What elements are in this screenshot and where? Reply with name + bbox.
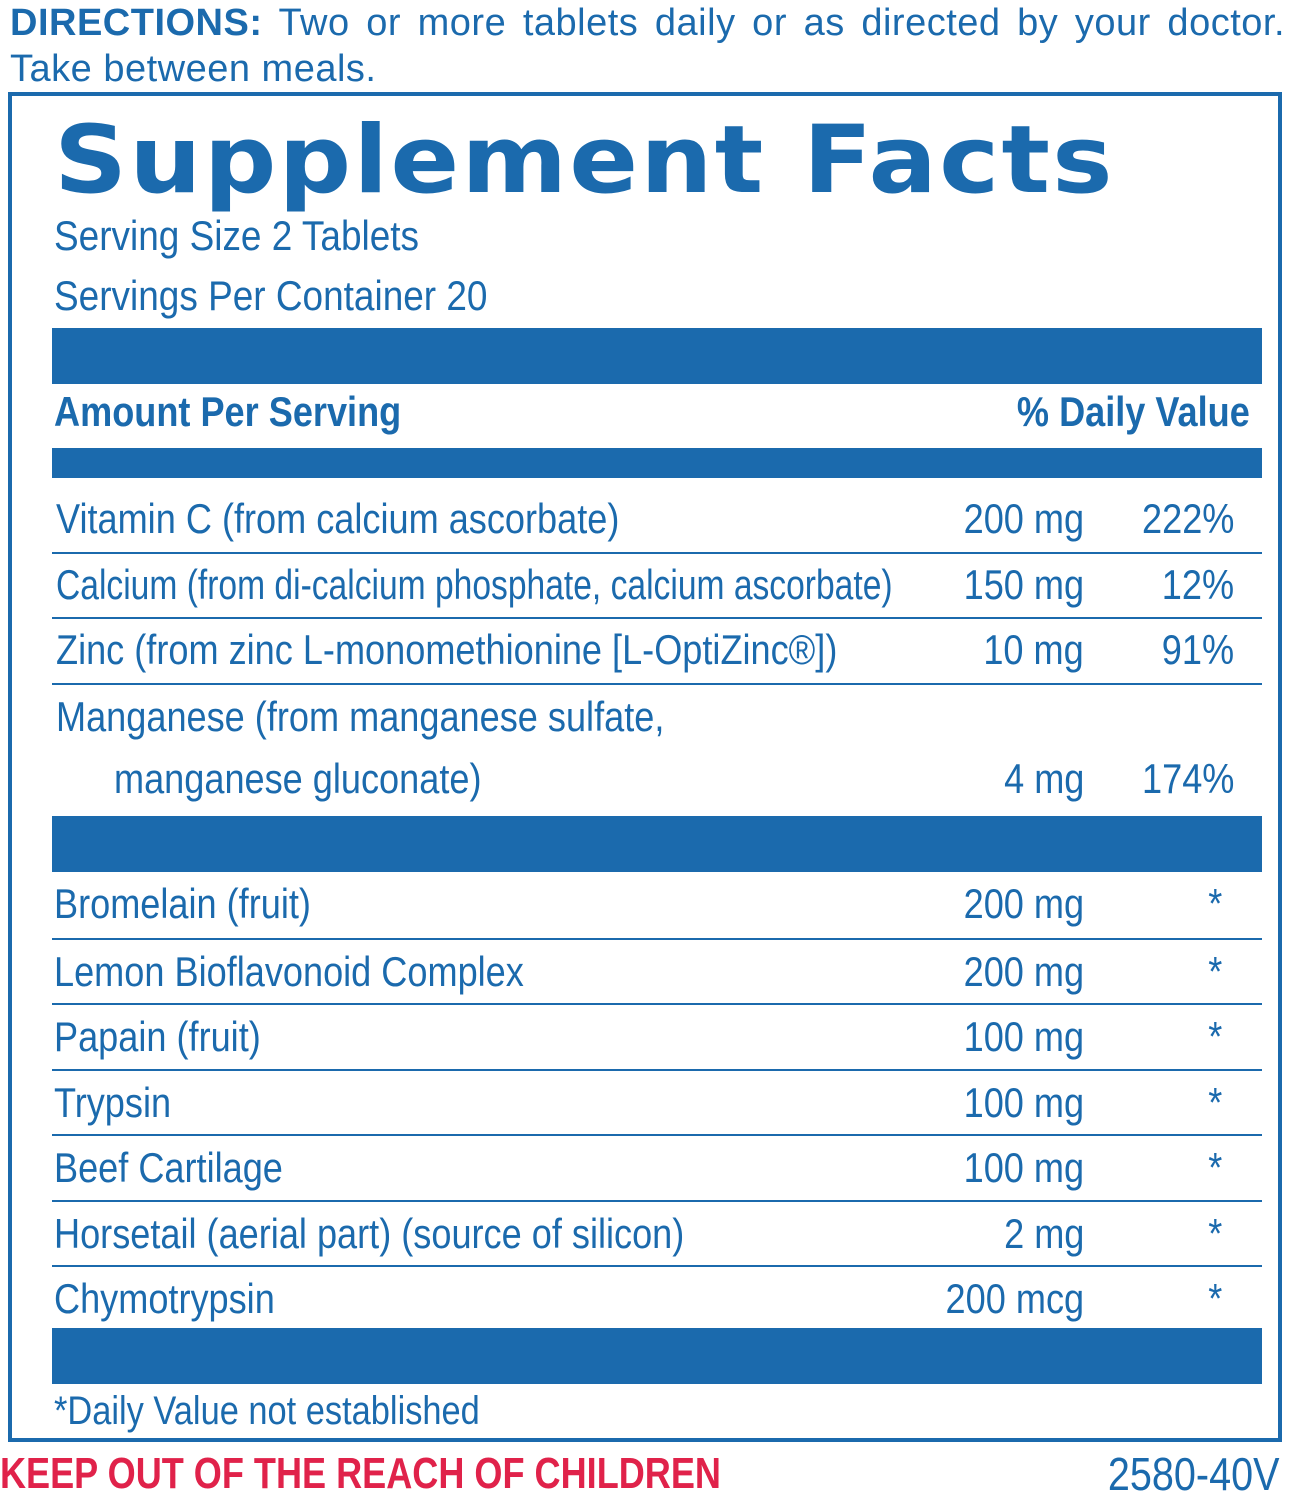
directions-text: Two or more tablets daily or as directed… — [10, 2, 1286, 90]
product-code: 2580-40V — [1107, 1448, 1279, 1500]
row-divider — [52, 1265, 1262, 1267]
ingredient-row: Chymotrypsin 200 mcg * — [52, 1267, 1262, 1331]
directions: DIRECTIONS: Two or more tablets daily or… — [10, 0, 1285, 92]
nutrient-daily-value: 12% — [1161, 561, 1234, 608]
row-divider — [52, 1069, 1262, 1071]
nutrient-amount: 150 mg — [963, 561, 1084, 608]
ingredient-amount: 200 mg — [963, 880, 1084, 927]
servings-per-container: Servings Per Container 20 — [54, 272, 488, 319]
ingredient-daily-value: * — [1207, 948, 1222, 995]
row-divider — [52, 1003, 1262, 1005]
ingredient-row: Horsetail (aerial part) (source of silic… — [52, 1202, 1262, 1266]
nutrient-name: Manganese (from manganese sulfate, — [56, 693, 665, 740]
ingredient-row: Bromelain (fruit) 200 mg * — [52, 872, 1262, 936]
row-divider — [52, 683, 1262, 685]
ingredient-row: Beef Cartilage 100 mg * — [52, 1136, 1262, 1200]
ingredient-name: Horsetail (aerial part) (source of silic… — [54, 1210, 685, 1257]
nutrient-daily-value: 222% — [1141, 495, 1234, 542]
ingredient-daily-value: * — [1207, 1275, 1222, 1322]
ingredient-amount: 200 mcg — [945, 1275, 1084, 1322]
footnote: *Daily Value not established — [54, 1389, 480, 1433]
supplement-facts-panel: Supplement Facts Serving Size 2 Tablets … — [8, 92, 1282, 1442]
ingredient-amount: 2 mg — [1003, 1210, 1084, 1257]
thick-divider-1 — [52, 328, 1262, 384]
serving-size: Serving Size 2 Tablets — [54, 212, 420, 259]
directions-label: DIRECTIONS: — [10, 2, 263, 44]
thick-divider-4 — [52, 1328, 1262, 1384]
ingredient-amount: 200 mg — [963, 948, 1084, 995]
child-warning: KEEP OUT OF THE REACH OF CHILDREN — [0, 1449, 721, 1498]
nutrient-name: Vitamin C (from calcium ascorbate) — [56, 495, 620, 542]
nutrient-daily-value: 174% — [1141, 755, 1234, 802]
thick-divider-2 — [52, 448, 1262, 478]
ingredient-daily-value: * — [1207, 1013, 1222, 1060]
ingredient-daily-value: * — [1207, 1210, 1222, 1257]
nutrient-daily-value: 91% — [1161, 626, 1234, 673]
ingredient-row: Papain (fruit) 100 mg * — [52, 1005, 1262, 1069]
header-amount-per-serving: Amount Per Serving — [54, 388, 402, 435]
row-divider — [52, 617, 1262, 619]
header-daily-value: % Daily Value — [1017, 388, 1250, 435]
panel-title: Supplement Facts — [54, 106, 1115, 215]
ingredient-name: Chymotrypsin — [54, 1275, 275, 1322]
ingredient-row: Lemon Bioflavonoid Complex 200 mg * — [52, 940, 1262, 1004]
nutrient-row: Calcium (from di-calcium phosphate, calc… — [52, 554, 1262, 616]
ingredient-name: Trypsin — [54, 1079, 172, 1126]
row-divider — [52, 1200, 1262, 1202]
ingredient-daily-value: * — [1207, 1079, 1222, 1126]
nutrient-amount: 200 mg — [963, 495, 1084, 542]
ingredient-name: Bromelain (fruit) — [54, 880, 311, 927]
row-divider — [52, 938, 1262, 940]
nutrient-amount: 10 mg — [983, 626, 1084, 673]
ingredient-amount: 100 mg — [963, 1079, 1084, 1126]
ingredient-name: Lemon Bioflavonoid Complex — [54, 948, 524, 995]
ingredient-daily-value: * — [1207, 1144, 1222, 1191]
nutrient-name-continued: manganese gluconate) — [114, 755, 482, 802]
nutrient-name: Zinc (from zinc L-monomethionine [L-Opti… — [56, 626, 838, 673]
ingredient-daily-value: * — [1207, 880, 1222, 927]
ingredient-name: Papain (fruit) — [54, 1013, 261, 1060]
nutrient-row: Vitamin C (from calcium ascorbate) 200 m… — [52, 488, 1262, 550]
ingredient-amount: 100 mg — [963, 1144, 1084, 1191]
nutrient-name: Calcium (from di-calcium phosphate, calc… — [56, 561, 893, 608]
thick-divider-3 — [52, 816, 1262, 872]
nutrient-amount: 4 mg — [1003, 755, 1084, 802]
ingredient-row: Trypsin 100 mg * — [52, 1071, 1262, 1135]
nutrient-row: Manganese (from manganese sulfate, manga… — [52, 686, 1262, 810]
ingredient-name: Beef Cartilage — [54, 1144, 283, 1191]
row-divider — [52, 1134, 1262, 1136]
row-divider — [52, 552, 1262, 554]
nutrient-row: Zinc (from zinc L-monomethionine [L-Opti… — [52, 619, 1262, 681]
ingredient-amount: 100 mg — [963, 1013, 1084, 1060]
